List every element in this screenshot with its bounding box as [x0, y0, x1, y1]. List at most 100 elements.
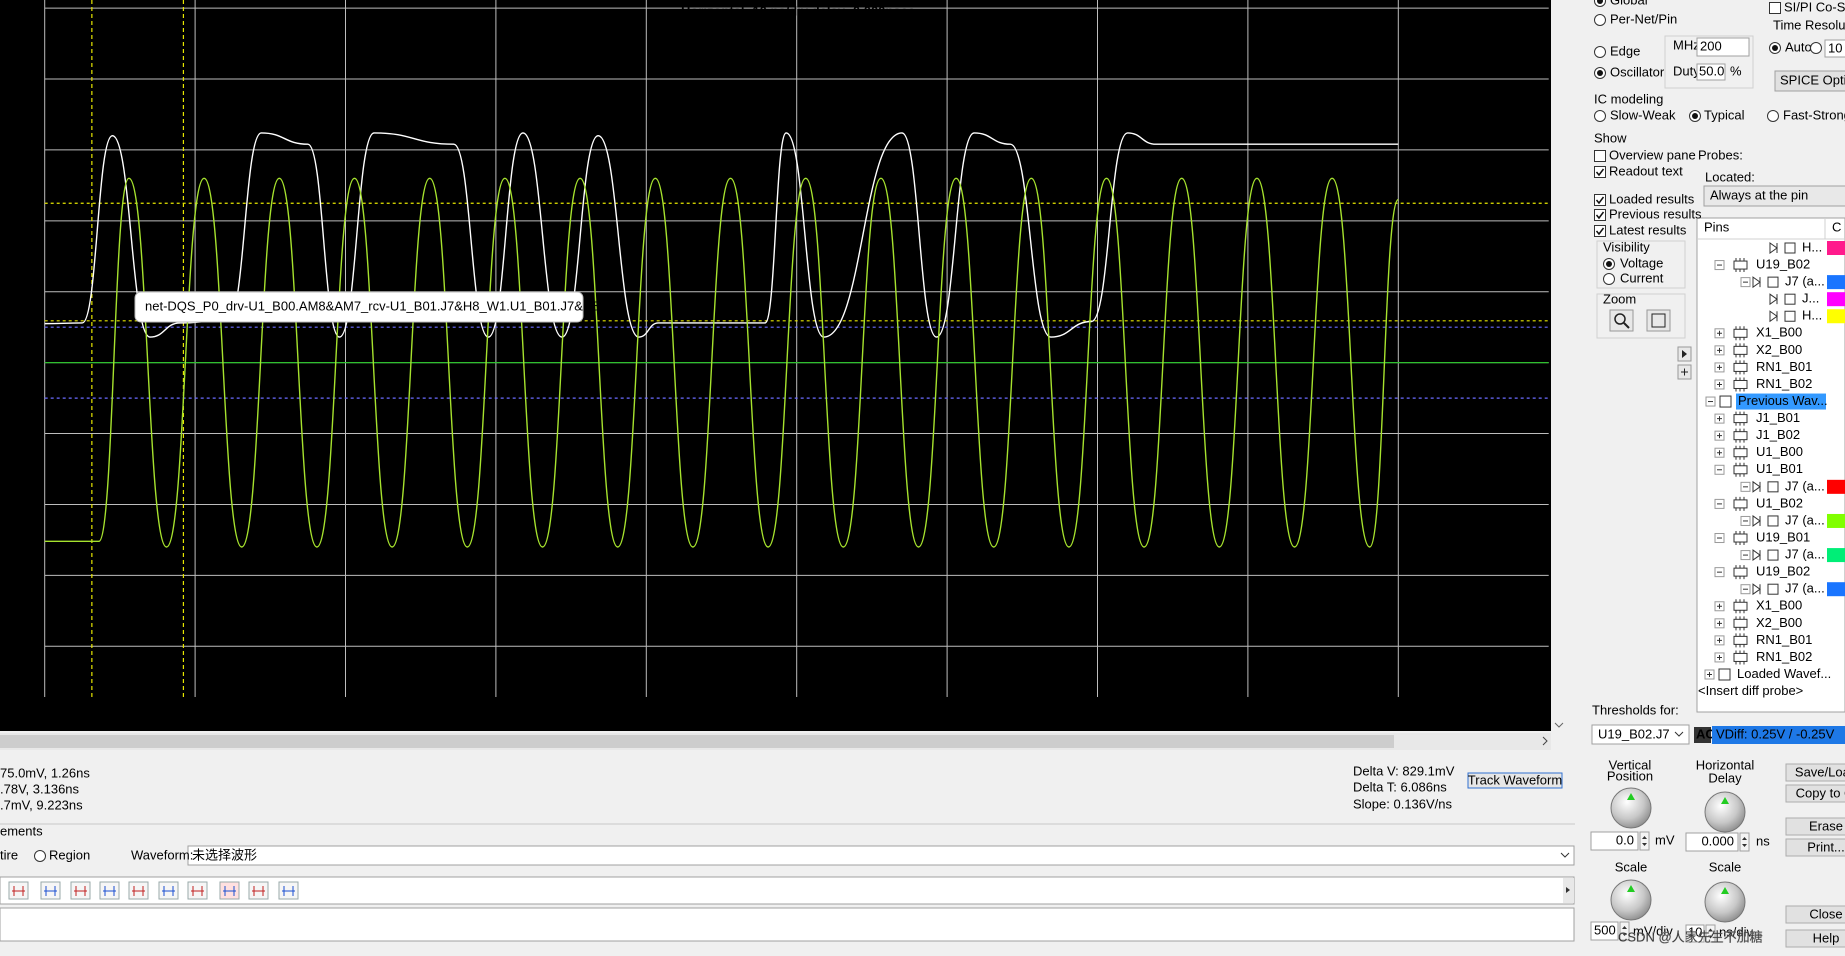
readout-line: .78V, 3.136ns [0, 781, 80, 796]
knob[interactable] [1610, 787, 1652, 829]
vertical-scrollbar[interactable] [1551, 0, 1569, 731]
radio[interactable] [1594, 46, 1606, 58]
radio[interactable] [34, 850, 46, 862]
side-button-label[interactable]: Copy to Cl [1796, 785, 1845, 800]
tree-checkbox[interactable] [1784, 310, 1796, 322]
tree-checkbox[interactable] [1767, 276, 1779, 288]
zoom-in-button[interactable] [1609, 309, 1634, 332]
tree-row-label[interactable]: U1_B01 [1756, 461, 1803, 476]
side-button[interactable] [1785, 817, 1845, 836]
tree-row-label[interactable]: J1_B01 [1756, 410, 1800, 425]
tree-checkbox[interactable] [1767, 515, 1779, 527]
tree-checkbox[interactable] [1767, 583, 1779, 595]
threshold-value-box[interactable] [1712, 726, 1845, 744]
radio[interactable] [1594, 14, 1606, 26]
tool-glyph [74, 886, 87, 896]
probe-icon [1769, 242, 1778, 254]
tree-row-label[interactable]: U19_B01 [1756, 529, 1810, 544]
radio[interactable] [1810, 42, 1822, 54]
checkbox[interactable] [1594, 150, 1606, 162]
spinner[interactable] [1619, 921, 1630, 941]
zoom-fit-button[interactable] [1646, 309, 1671, 332]
tree-row-label[interactable]: RN1_B02 [1756, 376, 1812, 391]
tree-row-label[interactable]: Loaded Wavef... [1737, 666, 1831, 681]
knob[interactable] [1704, 881, 1746, 923]
component-pins [1735, 496, 1745, 511]
zoom-icon [1623, 322, 1630, 329]
hscale-input[interactable] [1685, 924, 1705, 943]
spinner[interactable] [1739, 832, 1750, 852]
tree-checkbox[interactable] [1767, 549, 1779, 561]
tree-row-label[interactable]: U1_B02 [1756, 495, 1803, 510]
tree-row-label[interactable]: H... [1802, 308, 1822, 323]
tree-row-label[interactable]: H... [1802, 239, 1822, 254]
tree-row-label[interactable]: <Insert diff probe> [1698, 683, 1803, 698]
tree-row-label[interactable]: J7 (a... [1785, 274, 1825, 289]
spinner[interactable] [1639, 831, 1650, 851]
track-button[interactable] [1467, 772, 1563, 789]
side-button-label[interactable]: Save/Load [1795, 764, 1845, 779]
spinner[interactable] [1705, 924, 1716, 943]
spice-button[interactable] [1774, 70, 1845, 92]
probe-icon [1752, 583, 1761, 596]
tree-row-label[interactable]: RN1_B01 [1756, 359, 1812, 374]
checkbox[interactable] [1594, 209, 1606, 221]
radio[interactable] [1594, 110, 1606, 122]
tree-row-label[interactable]: X2_B00 [1756, 342, 1802, 357]
tree-row-label[interactable]: U19_B02 [1756, 564, 1810, 579]
knob[interactable] [1704, 791, 1746, 833]
tree-row-label[interactable]: J7 (a... [1785, 581, 1825, 596]
tree-row-label[interactable]: J7 (a... [1785, 478, 1825, 493]
tree-row-label[interactable]: J... [1802, 291, 1819, 306]
tool-glyph [44, 886, 57, 896]
tree-row-label[interactable]: RN1_B01 [1756, 632, 1812, 647]
field-label: Thresholds for: [1592, 702, 1679, 717]
y-tick-label: 500.0 [2, 283, 35, 298]
tree-checkbox[interactable] [1767, 481, 1779, 493]
radio-dot [1597, 0, 1603, 4]
mhz-input[interactable] [1696, 37, 1750, 57]
tree-checkbox[interactable] [1784, 242, 1796, 254]
side-button[interactable] [1785, 838, 1845, 857]
side-button[interactable] [1785, 905, 1845, 924]
tree-checkbox[interactable] [1719, 395, 1732, 408]
side-button-label[interactable]: Print... [1807, 839, 1845, 854]
waveform-dropdown[interactable] [187, 845, 1575, 866]
vpos-input[interactable] [1590, 831, 1639, 851]
tree-checkbox[interactable] [1784, 293, 1796, 305]
side-button[interactable] [1785, 929, 1845, 948]
zoom-icon [1614, 313, 1626, 325]
add-icon [1681, 368, 1688, 376]
side-button-label[interactable]: Close [1809, 906, 1842, 921]
side-button-label[interactable]: Help [1813, 930, 1840, 945]
vscale-input[interactable] [1590, 921, 1619, 941]
side-button-label[interactable]: Erase [1809, 818, 1843, 833]
tree-row-label[interactable]: J7 (a... [1785, 547, 1825, 562]
checkbox[interactable] [1594, 194, 1606, 206]
tree-row-label[interactable]: X1_B00 [1756, 598, 1802, 613]
hdelay-input[interactable] [1685, 832, 1739, 852]
side-button[interactable] [1785, 784, 1845, 803]
tree-row-label[interactable]: J1_B02 [1756, 427, 1800, 442]
tree-row-label[interactable]: U19_B02 [1756, 256, 1810, 271]
tree-row-label[interactable]: RN1_B02 [1756, 649, 1812, 664]
tree-row-label[interactable]: X2_B00 [1756, 615, 1802, 630]
tree-row-label[interactable]: U1_B00 [1756, 444, 1803, 459]
duty-input[interactable] [1696, 63, 1726, 81]
tree-row-label[interactable]: J7 (a... [1785, 512, 1825, 527]
radio[interactable] [1603, 273, 1615, 285]
checkbox[interactable] [1594, 225, 1606, 237]
checkbox[interactable] [1594, 166, 1606, 178]
watermark: CSDN @人家先生不加糖 [1618, 929, 1763, 944]
threshold-dropdown[interactable] [1591, 724, 1690, 745]
tree-checkbox[interactable] [1718, 668, 1731, 681]
knob-title: Scale [1615, 859, 1648, 874]
located-dropdown[interactable] [1703, 185, 1845, 207]
checkbox[interactable] [1769, 2, 1781, 14]
knob[interactable] [1610, 879, 1652, 921]
scroll-thumb[interactable] [0, 735, 1394, 748]
radio[interactable] [1767, 110, 1779, 122]
tree-row-label[interactable]: X1_B00 [1756, 325, 1802, 340]
side-button[interactable] [1785, 763, 1845, 782]
tree-row-label[interactable]: Previous Wav... [1738, 393, 1828, 408]
